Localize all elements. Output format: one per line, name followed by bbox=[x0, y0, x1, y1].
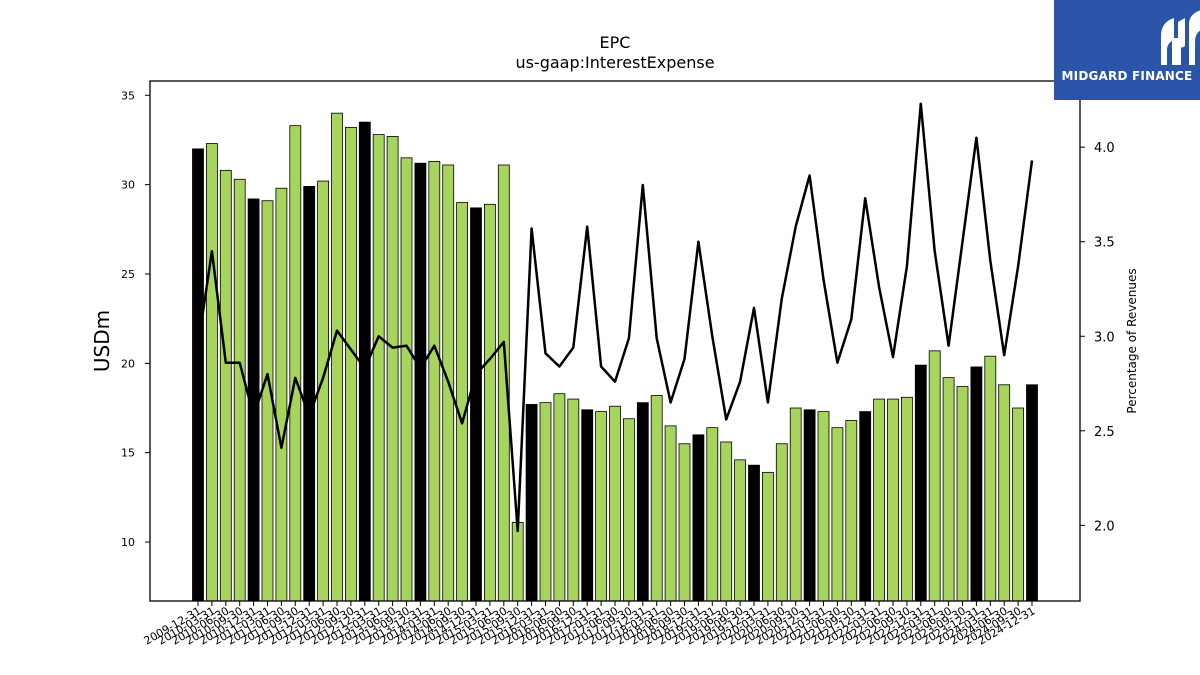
bar bbox=[636, 402, 649, 602]
bar bbox=[331, 112, 343, 602]
bar bbox=[470, 207, 482, 602]
bar bbox=[706, 427, 719, 602]
bar bbox=[845, 420, 858, 602]
bar bbox=[219, 169, 232, 602]
bar bbox=[525, 404, 538, 602]
right-axis: 2.0 2.5 3.0 3.5 4.0 bbox=[1080, 141, 1115, 534]
bar bbox=[400, 157, 413, 602]
logo-text: MIDGARD FINANCE bbox=[1061, 69, 1193, 83]
left-axis: 10 15 20 25 30 35 bbox=[121, 89, 150, 549]
bar bbox=[956, 386, 969, 602]
bar bbox=[372, 134, 385, 602]
bar bbox=[289, 125, 302, 602]
bar bbox=[817, 411, 830, 602]
y-tick-label: 35 bbox=[121, 89, 135, 102]
y-tick-label: 25 bbox=[121, 268, 135, 281]
y2-tick-label: 4.0 bbox=[1094, 141, 1115, 156]
bar bbox=[595, 411, 607, 602]
bar bbox=[1012, 407, 1024, 602]
bar bbox=[650, 395, 663, 602]
bar bbox=[581, 409, 594, 602]
bar bbox=[859, 411, 872, 602]
bar bbox=[803, 409, 816, 602]
bar bbox=[205, 143, 218, 602]
bars-group bbox=[192, 112, 1038, 602]
y-axis-label: USDm bbox=[90, 310, 114, 372]
line-group bbox=[196, 102, 1034, 533]
bar bbox=[984, 355, 997, 602]
bar bbox=[692, 434, 705, 602]
bar bbox=[831, 427, 844, 602]
bar bbox=[386, 135, 399, 602]
chart-title: EPC bbox=[600, 33, 631, 52]
logo-mark-icon bbox=[1161, 10, 1200, 65]
bar bbox=[762, 471, 774, 602]
chart-subtitle: us-gaap:InterestExpense bbox=[515, 53, 714, 72]
y2-tick-label: 2.5 bbox=[1094, 425, 1115, 440]
bar bbox=[901, 396, 913, 602]
bar bbox=[275, 187, 288, 602]
bar bbox=[192, 148, 204, 602]
y2-axis-label: Percentage of Revenues bbox=[1125, 268, 1139, 413]
bar bbox=[720, 441, 733, 602]
bar bbox=[970, 366, 983, 602]
y2-tick-label: 3.0 bbox=[1094, 330, 1115, 345]
bar bbox=[609, 405, 621, 602]
bar bbox=[873, 398, 885, 602]
bar bbox=[344, 127, 357, 602]
bar bbox=[623, 418, 635, 602]
x-axis: 2009-12-312010-03-312010-06-302010-09-30… bbox=[142, 601, 1038, 648]
bar bbox=[928, 350, 941, 602]
bar bbox=[567, 398, 580, 602]
bar bbox=[789, 407, 802, 602]
bar bbox=[483, 203, 496, 602]
y-tick-label: 20 bbox=[121, 357, 135, 370]
bar bbox=[775, 443, 788, 602]
bar bbox=[456, 202, 469, 602]
y-tick-label: 30 bbox=[121, 179, 135, 192]
bar bbox=[539, 402, 552, 602]
y-tick-label: 15 bbox=[121, 447, 135, 460]
y2-tick-label: 3.5 bbox=[1094, 236, 1115, 251]
bar bbox=[678, 443, 691, 602]
bar bbox=[553, 393, 566, 602]
bar bbox=[998, 384, 1011, 602]
percentage-line bbox=[196, 102, 1034, 533]
bar bbox=[428, 161, 441, 602]
bar bbox=[942, 377, 955, 602]
bar bbox=[914, 364, 927, 602]
bar bbox=[414, 162, 427, 602]
bar bbox=[748, 464, 760, 602]
bar bbox=[303, 186, 316, 602]
brand-logo: MIDGARD FINANCE bbox=[1054, 0, 1200, 100]
bar bbox=[511, 521, 524, 602]
bar bbox=[1026, 384, 1038, 602]
bar bbox=[734, 459, 746, 602]
bar bbox=[887, 398, 899, 602]
y-tick-label: 10 bbox=[121, 536, 135, 549]
y2-tick-label: 2.0 bbox=[1094, 519, 1115, 534]
bar bbox=[233, 178, 246, 602]
bar bbox=[664, 425, 677, 602]
